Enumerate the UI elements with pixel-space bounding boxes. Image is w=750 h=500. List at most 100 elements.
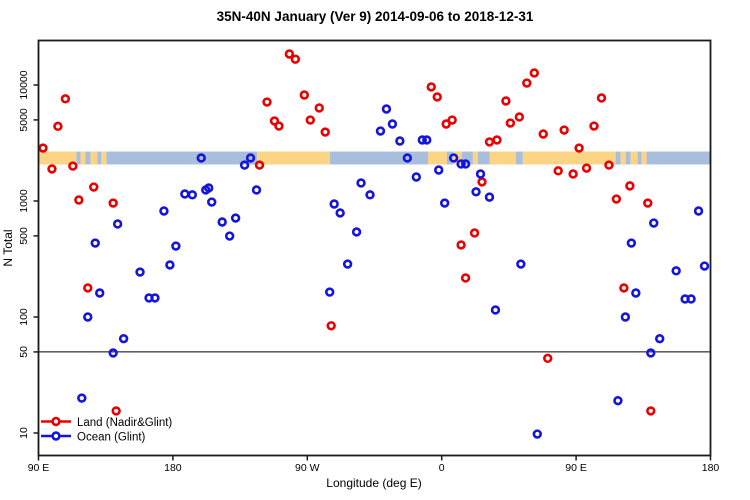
data-point-ocean: [150, 293, 160, 303]
data-point-land: [299, 90, 310, 100]
data-point-land: [460, 273, 471, 283]
data-point-ocean: [395, 136, 405, 146]
data-point-ocean: [118, 334, 129, 344]
map-band-segment-ocean: [615, 151, 621, 165]
data-point-ocean: [490, 305, 501, 315]
axes-frame-layer: [37, 39, 712, 457]
y-tick-label: 50: [18, 346, 30, 358]
data-point-ocean: [239, 160, 250, 170]
data-point-land: [619, 283, 629, 293]
data-point-land: [538, 129, 548, 139]
data-point-land: [326, 321, 336, 331]
map-band-segment-land: [101, 151, 107, 165]
map-band-segment-land: [427, 151, 447, 165]
map-band-segment-land: [620, 151, 626, 165]
map-band-segment-ocean: [76, 151, 81, 165]
data-point-land: [456, 240, 466, 250]
map-band-segment-land: [80, 151, 86, 165]
data-point-ocean: [187, 190, 198, 200]
x-tick-label: 90 E: [28, 462, 50, 474]
legend-marker-land: [51, 416, 61, 427]
data-point-land: [469, 228, 480, 238]
map-band-segment-ocean: [85, 151, 91, 165]
data-point-land: [553, 166, 563, 176]
data-point-land: [505, 118, 516, 128]
x-tick-label: 90 E: [565, 462, 587, 474]
data-point-land: [432, 92, 442, 102]
map-band-segment-ocean: [637, 151, 642, 165]
map-band-segment-land: [38, 151, 77, 165]
data-point-ocean: [471, 187, 481, 197]
data-point-ocean: [484, 192, 495, 202]
data-point-land: [514, 112, 525, 122]
data-point-ocean: [626, 238, 637, 248]
data-point-ocean: [251, 185, 262, 195]
data-point-land: [543, 353, 553, 364]
y-tick-label: 500: [18, 227, 30, 245]
data-point-ocean: [532, 429, 542, 439]
data-point-land: [589, 121, 599, 131]
map-band-segment-land: [472, 151, 478, 165]
data-point-land: [447, 115, 457, 125]
data-point-land: [274, 121, 284, 131]
plot-frame: [37, 39, 712, 457]
data-point-land: [568, 169, 578, 179]
data-point-ocean: [245, 153, 256, 163]
legend-label-ocean: Ocean (Glint): [77, 432, 146, 444]
data-point-land: [83, 283, 93, 293]
data-point-land: [501, 96, 511, 106]
legend-marker-ocean: [51, 431, 61, 441]
map-band-segment-ocean: [329, 151, 428, 165]
data-point-land: [108, 198, 118, 208]
x-tick-label: 0: [439, 462, 445, 474]
map-band-segment-land: [489, 151, 516, 165]
data-point-land: [484, 137, 495, 147]
data-point-land: [574, 143, 584, 153]
data-point-ocean: [381, 104, 392, 114]
land-ocean-map-band: [38, 151, 711, 165]
data-point-ocean: [402, 153, 413, 163]
data-point-land: [596, 93, 607, 103]
data-point-ocean: [434, 165, 444, 175]
y-tick-label: 10000: [18, 70, 30, 99]
data-point-ocean: [224, 231, 235, 241]
tick-layer: 10 50 100 500 1000 5000 10000 90 E 180 90 W 0 90 E 1…: [18, 70, 719, 474]
data-point-land: [477, 177, 487, 187]
map-band-segment-ocean: [646, 151, 711, 165]
data-point-land: [254, 160, 265, 170]
map-band-segment-ocean: [515, 151, 523, 165]
data-point-ocean: [108, 348, 118, 358]
data-point-land: [529, 68, 539, 78]
map-band-segment-land: [257, 151, 330, 165]
x-tick-label: 90 W: [295, 462, 320, 474]
data-points-layer: [38, 49, 710, 439]
y-tick-label: 10: [18, 427, 30, 439]
x-axis-title: Longitude (deg E): [326, 476, 421, 490]
x-tick-label: 180: [164, 462, 182, 474]
data-point-ocean: [387, 119, 398, 129]
data-point-land: [646, 406, 656, 416]
data-point-ocean: [649, 218, 659, 228]
y-axis-title: N Total: [1, 229, 15, 266]
data-point-ocean: [165, 260, 175, 270]
data-point-land: [314, 103, 324, 113]
data-point-ocean: [375, 126, 386, 136]
data-point-land: [625, 181, 635, 191]
data-point-ocean: [77, 393, 87, 403]
data-point-land: [89, 182, 99, 192]
data-point-land: [60, 94, 71, 104]
data-point-ocean: [448, 153, 459, 163]
data-point-land: [305, 115, 315, 125]
data-point-ocean: [365, 190, 375, 200]
data-point-ocean: [217, 217, 227, 227]
data-point-ocean: [83, 312, 93, 322]
data-point-ocean: [460, 159, 471, 169]
data-point-ocean: [456, 159, 466, 169]
data-point-land: [111, 406, 121, 416]
data-point-ocean: [422, 135, 432, 145]
data-point-ocean: [335, 208, 345, 218]
data-point-land: [492, 135, 502, 145]
data-point-ocean: [112, 219, 123, 229]
data-point-ocean: [439, 198, 450, 208]
